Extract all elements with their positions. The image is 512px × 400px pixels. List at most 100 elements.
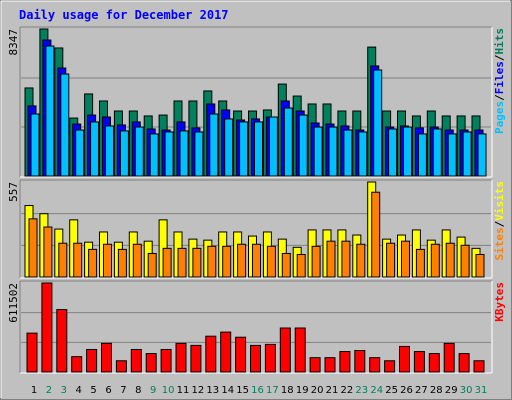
legend: Pages/Files/Hits (493, 28, 506, 134)
legend-entry: Hits (493, 28, 506, 55)
y-tick-label: 557 (7, 182, 20, 202)
bar (235, 336, 247, 373)
legend-separator: / (493, 220, 506, 227)
bar (252, 243, 261, 278)
bar (88, 248, 98, 278)
x-tick-label: 23 (355, 385, 368, 396)
x-tick-label: 17 (266, 385, 279, 396)
x-tick-label: 29 (445, 385, 458, 396)
bar (75, 129, 85, 177)
bar (224, 118, 234, 177)
chart-title: Daily usage for December 2017 (19, 8, 229, 22)
bar (417, 133, 427, 177)
bar (443, 342, 455, 373)
bar (458, 353, 470, 373)
y-tick-label: 8347 (7, 29, 20, 56)
bar (281, 252, 291, 278)
legend-entry: Sites (493, 227, 506, 260)
bar (401, 240, 410, 278)
x-tick-label: 2 (46, 385, 52, 396)
bar (477, 133, 487, 177)
bar (149, 133, 159, 177)
bar (30, 113, 40, 177)
bar (162, 247, 172, 278)
x-tick-label: 4 (76, 385, 82, 396)
bar (130, 348, 142, 373)
x-tick-label: 5 (90, 385, 96, 396)
bar (296, 253, 306, 278)
bar (373, 69, 383, 177)
bar (71, 356, 83, 373)
bar (207, 245, 217, 278)
bar (101, 342, 112, 373)
legend: Sites/Visits (493, 181, 506, 261)
bar (134, 126, 144, 177)
bar (313, 126, 323, 177)
bar (311, 245, 321, 278)
bar (354, 350, 366, 373)
y-tick-label: 611502 (7, 283, 20, 323)
bar (179, 130, 189, 177)
bar (264, 343, 276, 373)
x-tick-label: 20 (311, 385, 324, 396)
bar (192, 247, 202, 278)
bar (190, 344, 202, 373)
bar (160, 348, 172, 373)
bar (328, 126, 338, 177)
x-tick-label: 6 (105, 385, 111, 396)
bar (105, 125, 114, 177)
bar (388, 128, 398, 177)
x-tick-label: 13 (206, 385, 219, 396)
bar (237, 243, 247, 278)
x-tick-label: 31 (475, 385, 488, 396)
bar (73, 242, 83, 278)
bar (384, 360, 396, 373)
x-tick-label: 7 (120, 385, 126, 396)
bar (283, 107, 293, 177)
x-tick-label: 19 (296, 385, 309, 396)
bar (445, 242, 455, 278)
bar (132, 243, 142, 278)
bar (294, 327, 306, 373)
x-tick-label: 28 (430, 385, 443, 396)
x-tick-label: 14 (221, 385, 234, 396)
bar (90, 121, 100, 177)
bar (220, 331, 232, 373)
bar (254, 121, 263, 177)
bar (115, 360, 127, 373)
bar (43, 226, 53, 278)
bar (58, 242, 68, 278)
bar (403, 126, 412, 177)
bar (432, 128, 442, 177)
bar (358, 131, 368, 177)
bar (413, 351, 425, 373)
bar (430, 243, 440, 278)
x-tick-label: 12 (192, 385, 205, 396)
bar (399, 345, 410, 373)
bar (475, 253, 485, 278)
legend-entry: Pages (493, 101, 506, 134)
bar (326, 240, 336, 278)
bar (250, 344, 261, 373)
x-tick-label: 16 (251, 385, 264, 396)
x-tick-label: 15 (236, 385, 249, 396)
x-tick-label: 18 (281, 385, 294, 396)
bar (460, 244, 470, 278)
bar (205, 335, 217, 373)
bar (86, 348, 98, 373)
x-tick-label: 24 (370, 385, 383, 396)
bar (428, 353, 440, 373)
x-tick-label: 22 (341, 385, 354, 396)
bar (447, 133, 457, 177)
bar (266, 245, 276, 278)
bar (117, 248, 127, 278)
legend-entry: Files (493, 61, 506, 94)
bar (473, 360, 485, 373)
bar (45, 45, 55, 177)
x-tick-label: 21 (326, 385, 339, 396)
bar (119, 130, 129, 177)
legend-entry: Visits (493, 181, 506, 221)
x-tick-label: 10 (162, 385, 175, 396)
bar (415, 248, 425, 278)
